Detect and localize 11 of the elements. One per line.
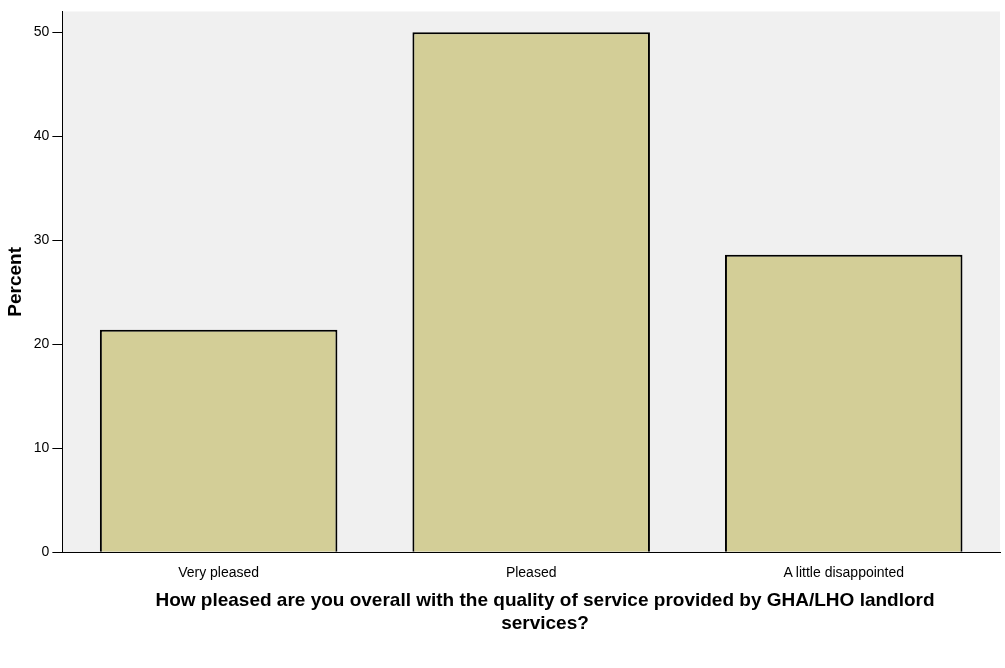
x-tick-label: Pleased xyxy=(505,564,557,581)
x-tick-label: A little disappointed xyxy=(783,564,905,581)
x-axis-title: How pleased are you overall with the quality of service provided by GHA/LHO landlord services? xyxy=(154,588,936,634)
y-tick-label: 40 xyxy=(33,127,50,144)
y-tick-label: 20 xyxy=(33,335,50,352)
y-axis-title: Percent xyxy=(3,246,25,317)
y-tick-label: 30 xyxy=(33,231,50,248)
y-tick-label: 0 xyxy=(41,543,50,560)
y-tick-label: 10 xyxy=(33,439,50,456)
x-tick-label: Very pleased xyxy=(178,564,260,581)
y-tick-label: 50 xyxy=(33,23,50,40)
